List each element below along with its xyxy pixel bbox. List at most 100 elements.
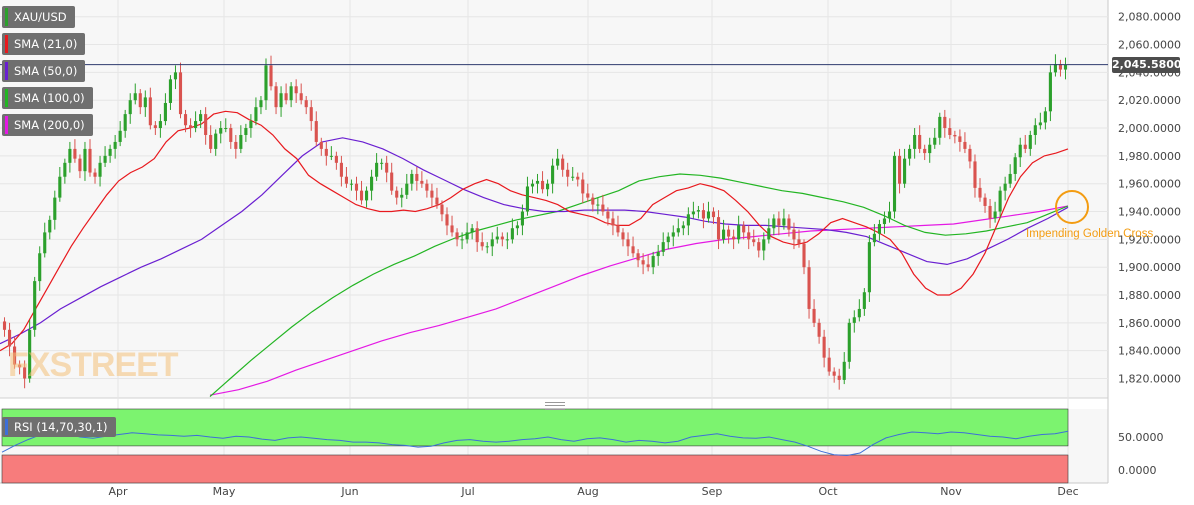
y-tick-label: 1,920.0000: [1118, 233, 1181, 246]
candle-body: [53, 197, 57, 220]
candle-body: [973, 161, 977, 188]
candle-body: [450, 225, 454, 233]
sma-200-swatch: [5, 116, 8, 134]
candle-body: [591, 197, 595, 205]
candle-body: [566, 169, 570, 177]
sma-100-swatch: [5, 89, 8, 107]
candle-body: [631, 246, 635, 254]
candle-body: [520, 211, 524, 226]
legend-sma-100[interactable]: SMA (100,0): [2, 87, 93, 109]
candle-body: [1053, 64, 1057, 73]
candle-body: [73, 148, 77, 159]
candle-body: [319, 141, 323, 149]
candle-body: [425, 183, 429, 191]
candles: [2, 54, 1068, 390]
candle-body: [173, 72, 178, 80]
candle-body: [596, 204, 600, 206]
candle-body: [727, 229, 731, 237]
candle-body: [556, 158, 560, 166]
candle-body: [586, 193, 590, 198]
candle-body: [274, 86, 278, 108]
candle-body: [158, 121, 162, 129]
candle-body: [390, 172, 394, 191]
candle-body: [716, 217, 721, 240]
candle-body: [465, 232, 469, 240]
legend-sma-200[interactable]: SMA (200,0): [2, 114, 93, 136]
candle-body: [194, 121, 198, 129]
candle-body: [661, 242, 665, 252]
candle-body: [827, 357, 831, 372]
candle-body: [7, 329, 12, 347]
candle-body: [551, 165, 555, 184]
candle-body: [38, 253, 42, 282]
candle-body: [445, 214, 449, 226]
legend-sma-21[interactable]: SMA (21,0): [2, 33, 86, 55]
candle-body: [269, 65, 273, 87]
panel-resize-handle[interactable]: [545, 402, 565, 410]
candle-body: [500, 236, 504, 240]
candle-body: [128, 100, 132, 115]
legend-symbol[interactable]: XAU/USD: [2, 6, 75, 28]
candle-body: [1018, 144, 1022, 158]
candle-body: [993, 211, 997, 219]
legend-sma-50[interactable]: SMA (50,0): [2, 60, 86, 82]
x-tick-label: Dec: [1057, 485, 1078, 498]
sma-21-label: SMA (21,0): [14, 37, 78, 51]
candle-body: [490, 239, 494, 247]
candle-body: [1048, 72, 1052, 112]
candle-body: [606, 211, 610, 219]
candle-body: [405, 183, 409, 195]
candle-body: [13, 346, 17, 365]
candle-body: [359, 190, 364, 201]
candle-body: [772, 218, 776, 229]
candle-body: [862, 292, 866, 309]
rsi-label: RSI (14,70,30,1): [14, 420, 108, 434]
candle-body: [691, 211, 695, 215]
candle-body: [757, 242, 761, 251]
candle-body: [299, 93, 303, 101]
candle-body: [2, 321, 7, 330]
rsi-oversold-zone: [1, 454, 1069, 484]
candle-body: [214, 133, 218, 149]
legend-rsi[interactable]: RSI (14,70,30,1): [2, 417, 116, 437]
candle-body: [515, 225, 519, 229]
sma-50-swatch: [5, 62, 8, 80]
candle-body: [229, 128, 233, 142]
candle-body: [817, 322, 821, 337]
candle-body: [802, 243, 806, 268]
candle-body: [641, 260, 645, 265]
candle-body: [103, 155, 107, 163]
candle-body: [897, 155, 902, 184]
candle-body: [782, 218, 786, 226]
candle-body: [510, 228, 514, 240]
annotations: [0, 64, 1108, 224]
candle-body: [289, 86, 293, 101]
candle-body: [530, 183, 535, 187]
x-tick-label: Oct: [818, 485, 838, 498]
candle-body: [732, 236, 736, 240]
candle-body: [747, 232, 751, 240]
candle-body: [561, 158, 565, 170]
candle-body: [118, 130, 122, 142]
candle-body: [546, 183, 550, 190]
candle-body: [138, 93, 142, 108]
candle-body: [224, 128, 228, 130]
candle-body: [1003, 183, 1007, 191]
candle-body: [933, 137, 937, 145]
candle-body: [711, 211, 716, 218]
candle-body: [822, 336, 826, 358]
candle-body: [314, 121, 318, 142]
candle-body: [123, 114, 127, 131]
candle-body: [495, 236, 499, 240]
candle-body: [113, 141, 117, 149]
candle-body: [279, 93, 283, 108]
y-tick-label: 1,840.0000: [1118, 345, 1181, 358]
y-tick-label: 1,980.0000: [1118, 150, 1181, 163]
y-tick-label: 1,880.0000: [1118, 289, 1181, 302]
candle-body: [163, 102, 167, 122]
candle-body: [656, 251, 660, 257]
candle-body: [364, 190, 369, 201]
candle-body: [923, 148, 927, 154]
y-tick-label: 2,000.0000: [1118, 122, 1181, 135]
